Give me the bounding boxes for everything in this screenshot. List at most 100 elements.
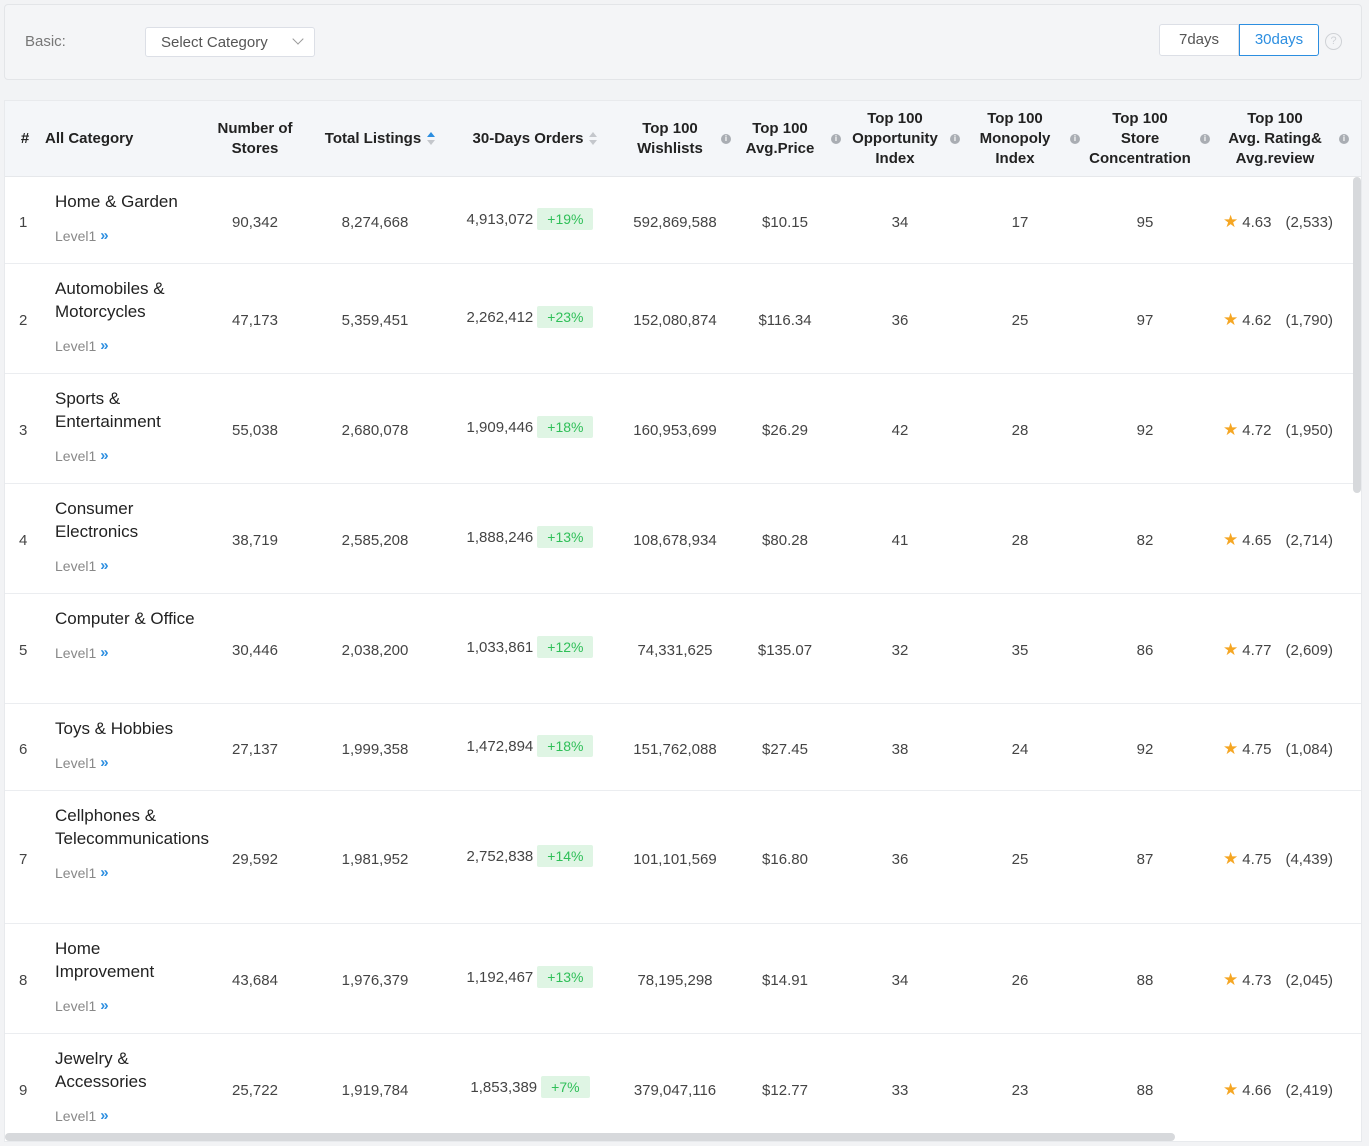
review-count: (2,419): [1285, 1081, 1333, 1099]
double-chevron-right-icon: »: [100, 754, 108, 771]
stores-value: 43,684: [232, 972, 278, 989]
avg-price-value: $16.80: [762, 851, 808, 868]
listings-value: 2,038,200: [341, 642, 409, 659]
header-wishlists: Top 100 Wishlists: [625, 101, 715, 177]
header-monopoly-line3: Index: [995, 150, 1035, 167]
opportunity-value: 33: [891, 1082, 909, 1099]
period-7days-button[interactable]: 7days: [1159, 24, 1239, 56]
table-row[interactable]: 8 Home Improvement Level1 » 43,684 1,976…: [5, 924, 1361, 1034]
period-30days-button[interactable]: 30days: [1239, 24, 1319, 56]
chevron-down-icon: [292, 33, 304, 45]
help-icon[interactable]: ?: [1325, 33, 1342, 50]
monopoly-value: 24: [1011, 741, 1029, 758]
level-link[interactable]: Level1 »: [55, 447, 195, 464]
review-count: (2,533): [1285, 213, 1333, 231]
sort-icon[interactable]: [427, 132, 436, 146]
rating-value: 4.63: [1242, 213, 1272, 231]
level-link[interactable]: Level1 »: [55, 1107, 195, 1124]
growth-badge: +14%: [537, 845, 594, 867]
wishlists-value: 160,953,699: [633, 422, 717, 439]
star-icon: ★: [1223, 212, 1239, 231]
info-icon[interactable]: i: [950, 134, 960, 144]
wishlists-value: 78,195,298: [637, 972, 713, 989]
orders-value: 1,909,446: [466, 418, 534, 436]
category-name[interactable]: Automobiles & Motorcycles: [55, 279, 165, 321]
category-cell: Automobiles & Motorcycles Level1 »: [55, 277, 195, 354]
category-name[interactable]: Home & Garden: [55, 192, 178, 211]
table-row[interactable]: 3 Sports & Entertainment Level1 » 55,038…: [5, 374, 1361, 484]
star-icon: ★: [1223, 530, 1239, 549]
table-row[interactable]: 5 Computer & Office Level1 » 30,446 2,03…: [5, 594, 1361, 704]
listings-value: 2,585,208: [341, 532, 409, 549]
horizontal-scrollbar[interactable]: [5, 1133, 1175, 1141]
table-row[interactable]: 7 Cellphones & Telecommunications Level1…: [5, 791, 1361, 924]
category-name[interactable]: Toys & Hobbies: [55, 719, 174, 738]
header-rating-line1: Top 100: [1247, 110, 1303, 127]
rating-cell: ★ 4.73 (2,045): [1223, 970, 1343, 990]
category-select[interactable]: Select Category: [145, 27, 315, 57]
level-link[interactable]: Level1 »: [55, 227, 195, 244]
category-cell: Home & Garden Level1 »: [55, 190, 195, 244]
rating-value: 4.72: [1242, 421, 1272, 439]
category-name[interactable]: Sports & Entertainment: [55, 389, 161, 431]
category-name[interactable]: Computer & Office: [55, 609, 195, 628]
listings-value: 1,981,952: [341, 851, 409, 868]
category-cell: Sports & Entertainment Level1 »: [55, 387, 195, 464]
info-icon[interactable]: i: [721, 134, 731, 144]
header-wishlists-line2: Wishlists: [637, 140, 703, 157]
header-avg-price-line1: Top 100: [752, 120, 808, 137]
level-link[interactable]: Level1 »: [55, 337, 195, 354]
double-chevron-right-icon: »: [100, 997, 108, 1014]
level-link[interactable]: Level1 »: [55, 557, 195, 574]
category-select-placeholder: Select Category: [161, 34, 268, 51]
category-name[interactable]: Cellphones & Telecommunications: [55, 806, 210, 848]
category-cell: Jewelry & Accessories Level1 »: [55, 1047, 195, 1124]
orders-value: 1,472,894: [466, 737, 534, 755]
rating-value: 4.77: [1242, 641, 1272, 659]
double-chevron-right-icon: »: [100, 447, 108, 464]
header-monopoly: Top 100 Monopoly Index: [970, 101, 1060, 177]
vertical-scrollbar[interactable]: [1353, 177, 1361, 493]
growth-badge: +7%: [541, 1076, 590, 1098]
header-listings[interactable]: Total Listings: [315, 101, 445, 177]
table-row[interactable]: 6 Toys & Hobbies Level1 » 27,137 1,999,3…: [5, 704, 1361, 791]
level-label: Level1: [55, 997, 97, 1014]
orders-cell: 4,913,072 +19%: [455, 208, 605, 230]
monopoly-value: 35: [1011, 642, 1029, 659]
table-row[interactable]: 1 Home & Garden Level1 » 90,342 8,274,66…: [5, 177, 1361, 264]
level-label: Level1: [55, 644, 97, 661]
rating-value: 4.65: [1242, 531, 1272, 549]
sort-icon[interactable]: [589, 132, 598, 146]
avg-price-value: $12.77: [762, 1082, 808, 1099]
monopoly-value: 17: [1011, 214, 1029, 231]
review-count: (1,084): [1285, 740, 1333, 758]
info-icon[interactable]: i: [1070, 134, 1080, 144]
monopoly-value: 25: [1011, 312, 1029, 329]
level-label: Level1: [55, 1107, 97, 1124]
double-chevron-right-icon: »: [100, 557, 108, 574]
info-icon[interactable]: i: [1200, 134, 1210, 144]
level-link[interactable]: Level1 »: [55, 997, 195, 1014]
header-orders[interactable]: 30-Days Orders: [460, 101, 610, 177]
rating-cell: ★ 4.62 (1,790): [1223, 310, 1343, 330]
rating-cell: ★ 4.75 (1,084): [1223, 739, 1343, 759]
info-icon[interactable]: i: [831, 134, 841, 144]
wishlists-value: 108,678,934: [633, 532, 717, 549]
level-link[interactable]: Level1 »: [55, 864, 195, 881]
table-row[interactable]: 9 Jewelry & Accessories Level1 » 25,722 …: [5, 1034, 1361, 1141]
category-name[interactable]: Jewelry & Accessories: [55, 1049, 147, 1091]
table-row[interactable]: 2 Automobiles & Motorcycles Level1 » 47,…: [5, 264, 1361, 374]
concentration-value: 88: [1136, 972, 1154, 989]
category-name[interactable]: Home Improvement: [55, 939, 155, 981]
rating-cell: ★ 4.65 (2,714): [1223, 530, 1343, 550]
listings-value: 1,919,784: [341, 1082, 409, 1099]
table-row[interactable]: 4 Consumer Electronics Level1 » 38,719 2…: [5, 484, 1361, 594]
review-count: (1,790): [1285, 311, 1333, 329]
growth-badge: +12%: [537, 636, 594, 658]
row-index: 3: [19, 422, 28, 439]
row-index: 6: [19, 741, 28, 758]
info-icon[interactable]: i: [1339, 134, 1349, 144]
category-name[interactable]: Consumer Electronics: [55, 499, 139, 541]
level-link[interactable]: Level1 »: [55, 644, 195, 661]
level-link[interactable]: Level1 »: [55, 754, 195, 771]
